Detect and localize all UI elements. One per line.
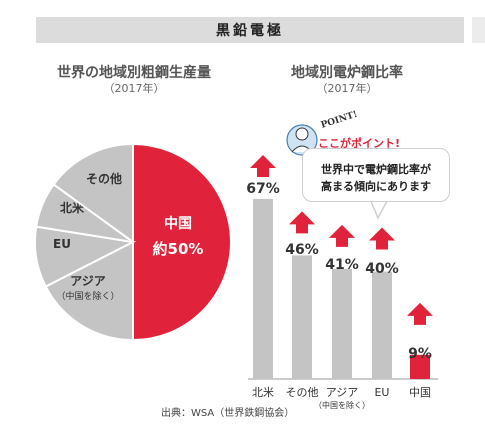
callout-box: 世界中で電炉鋼比率が 高まる傾向にあります [302, 148, 450, 202]
bar [292, 255, 312, 379]
pie-slice-value: 約50% [153, 240, 204, 258]
pie-slice-label: その他 [86, 171, 122, 186]
bar-value-label: 41% [325, 257, 359, 273]
bar-value-label: 67% [246, 181, 280, 197]
left-chart-title: 世界の地域別粗鋼生産量 [57, 65, 211, 81]
x-tick-label: アジア [326, 386, 359, 399]
x-tick-label: その他 [286, 386, 319, 399]
bar-value-label: 46% [285, 242, 319, 258]
trend-up-arrow [369, 227, 395, 250]
bar [332, 268, 352, 379]
callout-title: ここがポイント! [318, 137, 401, 150]
bar [253, 199, 273, 379]
bar-value-label: 9% [408, 346, 432, 362]
x-tick-note: （中国を除く） [314, 400, 370, 410]
pie-slice [132, 142, 232, 342]
pie-slice-label: EU [53, 237, 71, 251]
pie-slice [52, 142, 134, 244]
right-chart-subtitle: （2017年） [316, 82, 378, 95]
left-chart-subtitle: （2017年） [103, 82, 165, 95]
bar [372, 271, 392, 379]
x-tick-label: EU [374, 386, 389, 399]
person-head [295, 127, 309, 141]
callout-line-1: 世界中で電炉鋼比率が [321, 163, 431, 176]
pie-slice-label: アジア [70, 274, 106, 288]
section-title: 黒鉛電極 [216, 23, 284, 39]
x-tick-label: 中国 [409, 386, 431, 399]
callout-line-2: 高まる傾向にあります [321, 180, 431, 193]
pie-slice [44, 240, 134, 342]
header-tail [472, 17, 485, 43]
pie-slice-label: 中国 [164, 215, 192, 232]
trend-up-arrow [407, 302, 433, 325]
point-badge: POINT! [320, 110, 359, 131]
pie-slice-note: （中国を除く） [56, 290, 119, 302]
section-header: 黒鉛電極 [36, 17, 464, 43]
x-tick-label: 北米 [252, 386, 274, 399]
bar-value-label: 40% [365, 261, 399, 277]
trend-up-arrow [329, 224, 355, 247]
trend-up-arrow [289, 211, 315, 234]
bar [410, 354, 430, 379]
trend-up-arrow [250, 155, 276, 177]
source-note: 出典：WSA（世界鉄鋼協会） [161, 408, 295, 419]
right-chart-title: 地域別電炉鋼比率 [291, 65, 403, 81]
